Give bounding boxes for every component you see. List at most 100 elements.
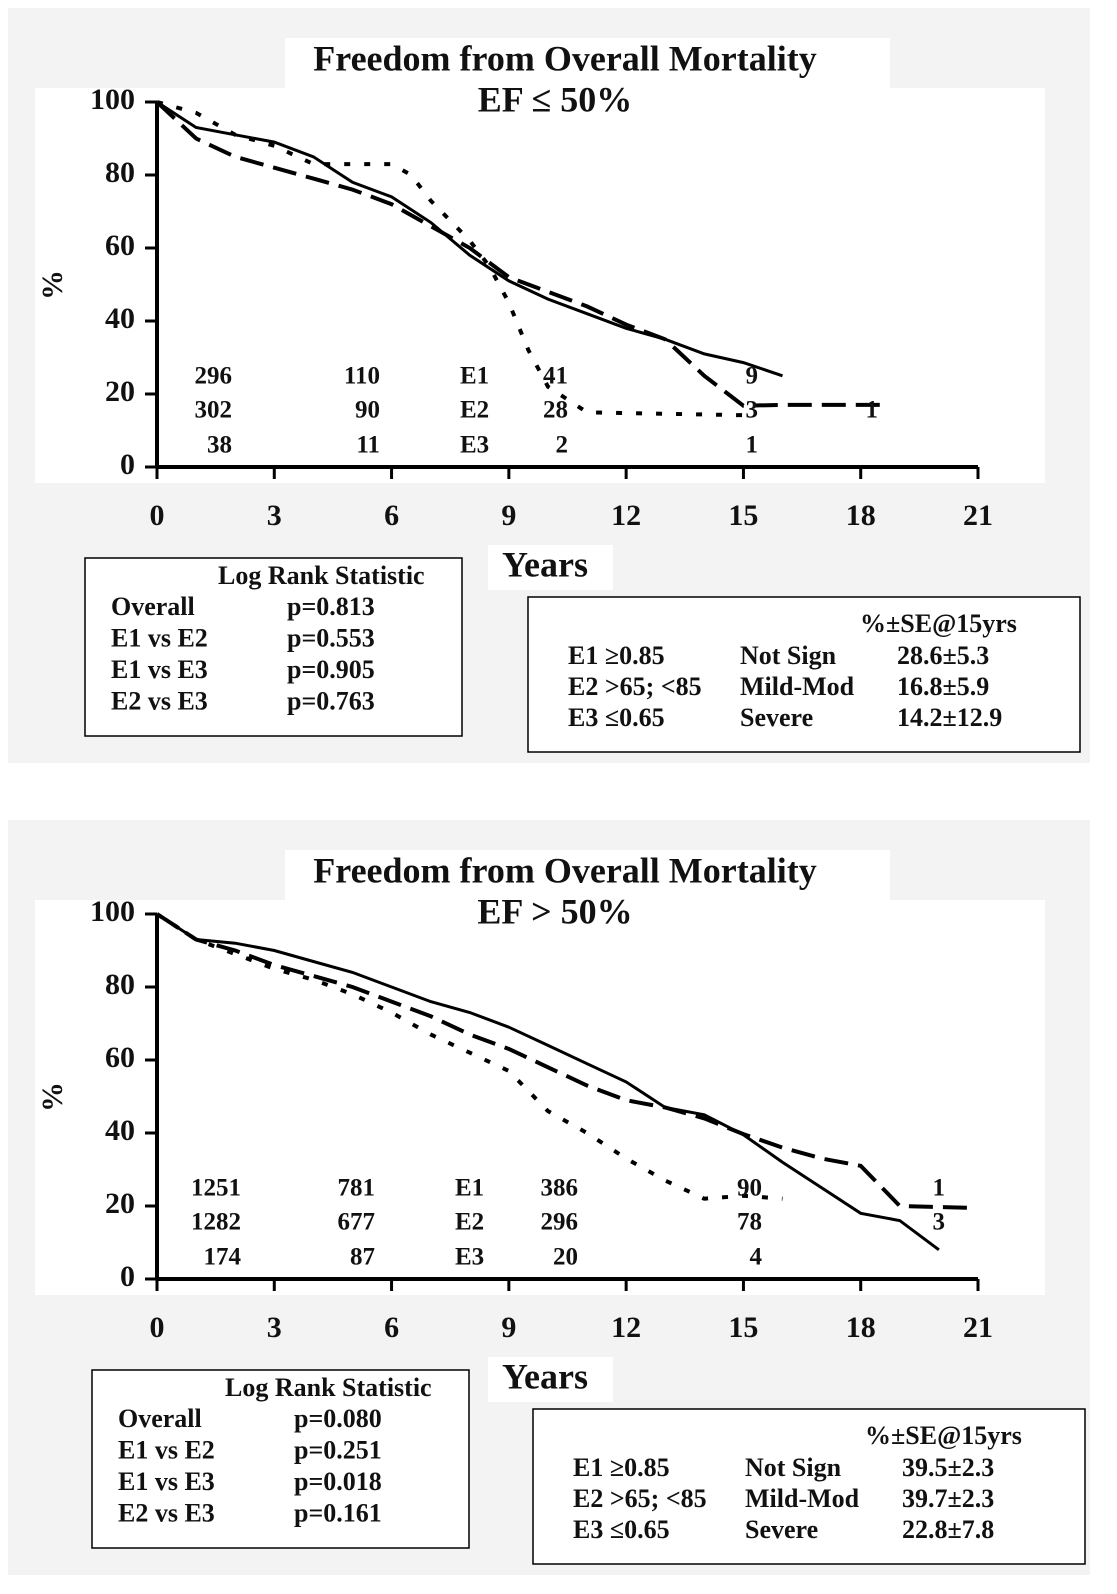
se-cell: E2 >65; <85	[573, 1484, 707, 1513]
at-risk-count: 302	[195, 397, 233, 424]
log-rank-label: Overall	[111, 592, 195, 621]
x-label-box	[488, 1357, 613, 1402]
y-tick-label: 0	[120, 1260, 135, 1293]
at-risk-count: 1282	[191, 1209, 241, 1236]
log-rank-box	[91, 1369, 470, 1549]
survival-curve	[156, 100, 783, 378]
x-tick-label: 15	[728, 499, 758, 532]
x-tick-label: 3	[267, 1311, 282, 1344]
log-rank-label: E1 vs E2	[118, 1435, 215, 1464]
x-tick-label: 21	[963, 1311, 993, 1344]
x-axis-label: Years	[502, 1356, 588, 1396]
se-cell: E1 ≥0.85	[568, 641, 665, 670]
title-box	[285, 850, 890, 940]
se-cell: Mild-Mod	[740, 672, 855, 701]
x-axis-label: Years	[502, 544, 588, 584]
at-risk-count: 38	[207, 432, 232, 459]
se-cell: 28.6±5.3	[897, 641, 989, 670]
risk-row-label: E1	[455, 1175, 484, 1202]
title-box	[285, 38, 890, 128]
x-tick-label: 6	[384, 1311, 399, 1344]
log-rank-label: E1 vs E3	[111, 655, 208, 684]
at-risk-count: 781	[338, 1175, 376, 1202]
x-tick-label: 9	[501, 1311, 516, 1344]
at-risk-count: 296	[541, 1209, 579, 1236]
x-tick-label: 15	[728, 1311, 758, 1344]
log-rank-p: p=0.080	[294, 1404, 382, 1433]
risk-row-label: E3	[455, 1244, 484, 1271]
at-risk-count: 3	[933, 1209, 946, 1236]
se-header: %±SE@15yrs	[860, 609, 1017, 638]
at-risk-count: 3	[746, 397, 759, 424]
survival-curve	[155, 912, 971, 1210]
se-cell: E3 ≤0.65	[568, 703, 665, 732]
se-cell: 16.8±5.9	[897, 672, 989, 701]
risk-row-label: E1	[460, 363, 489, 390]
at-risk-count: 20	[553, 1244, 578, 1271]
x-tick-label: 12	[611, 1311, 641, 1344]
at-risk-count: 1	[866, 397, 879, 424]
at-risk-count: 4	[750, 1244, 763, 1271]
log-rank-label: Overall	[118, 1404, 202, 1433]
y-tick-label: 60	[105, 1041, 135, 1074]
y-tick-label: 60	[105, 229, 135, 262]
survival-curve	[155, 912, 783, 1201]
at-risk-count: 11	[356, 432, 380, 459]
survival-curve	[156, 912, 940, 1252]
chart-title: Freedom from Overall Mortality	[313, 850, 817, 890]
log-rank-p: p=0.905	[287, 655, 375, 684]
risk-row-label: E3	[460, 432, 489, 459]
log-rank-box	[84, 557, 463, 737]
x-tick-label: 6	[384, 499, 399, 532]
y-tick-label: 100	[90, 83, 135, 116]
x-tick-label: 18	[846, 1311, 876, 1344]
log-rank-label: E2 vs E3	[111, 686, 208, 715]
at-risk-count: 174	[204, 1244, 242, 1271]
y-tick-label: 20	[105, 375, 135, 408]
y-axis-label: %	[36, 270, 69, 300]
x-tick-label: 0	[150, 1311, 165, 1344]
x-tick-label: 21	[963, 499, 993, 532]
se-cell: E2 >65; <85	[568, 672, 702, 701]
se-cell: Not Sign	[745, 1453, 842, 1482]
y-tick-label: 80	[105, 156, 135, 189]
at-risk-count: 90	[355, 397, 380, 424]
se-cell: 39.5±2.3	[902, 1453, 994, 1482]
risk-row-label: E2	[455, 1209, 484, 1236]
log-rank-p: p=0.161	[294, 1498, 382, 1527]
at-risk-count: 1251	[191, 1175, 241, 1202]
se-cell: Severe	[740, 703, 813, 732]
at-risk-count: 28	[543, 397, 568, 424]
se-cell: E3 ≤0.65	[573, 1515, 670, 1544]
log-rank-label: E1 vs E2	[111, 623, 208, 652]
chart-title: Freedom from Overall Mortality	[313, 38, 817, 78]
at-risk-count: 9	[746, 363, 759, 390]
log-rank-title: Log Rank Statistic	[225, 1373, 432, 1402]
at-risk-count: 110	[344, 363, 380, 390]
log-rank-p: p=0.553	[287, 623, 375, 652]
plot-background	[35, 900, 1045, 1295]
se-box	[532, 1408, 1086, 1565]
y-tick-label: 100	[90, 895, 135, 928]
log-rank-title: Log Rank Statistic	[218, 561, 425, 590]
x-tick-label: 18	[846, 499, 876, 532]
at-risk-count: 2	[556, 432, 569, 459]
at-risk-count: 78	[737, 1209, 762, 1236]
se-cell: Severe	[745, 1515, 818, 1544]
x-tick-label: 9	[501, 499, 516, 532]
at-risk-count: 677	[338, 1209, 376, 1236]
x-tick-label: 3	[267, 499, 282, 532]
log-rank-p: p=0.813	[287, 592, 375, 621]
se-cell: 39.7±2.3	[902, 1484, 994, 1513]
se-cell: 14.2±12.9	[897, 703, 1002, 732]
chart-subtitle: EF ≤ 50%	[478, 79, 632, 119]
log-rank-p: p=0.251	[294, 1435, 382, 1464]
at-risk-count: 1	[933, 1175, 946, 1202]
y-tick-label: 40	[105, 1114, 135, 1147]
se-cell: Not Sign	[740, 641, 837, 670]
at-risk-count: 90	[737, 1175, 762, 1202]
log-rank-p: p=0.763	[287, 686, 375, 715]
y-tick-label: 80	[105, 968, 135, 1001]
